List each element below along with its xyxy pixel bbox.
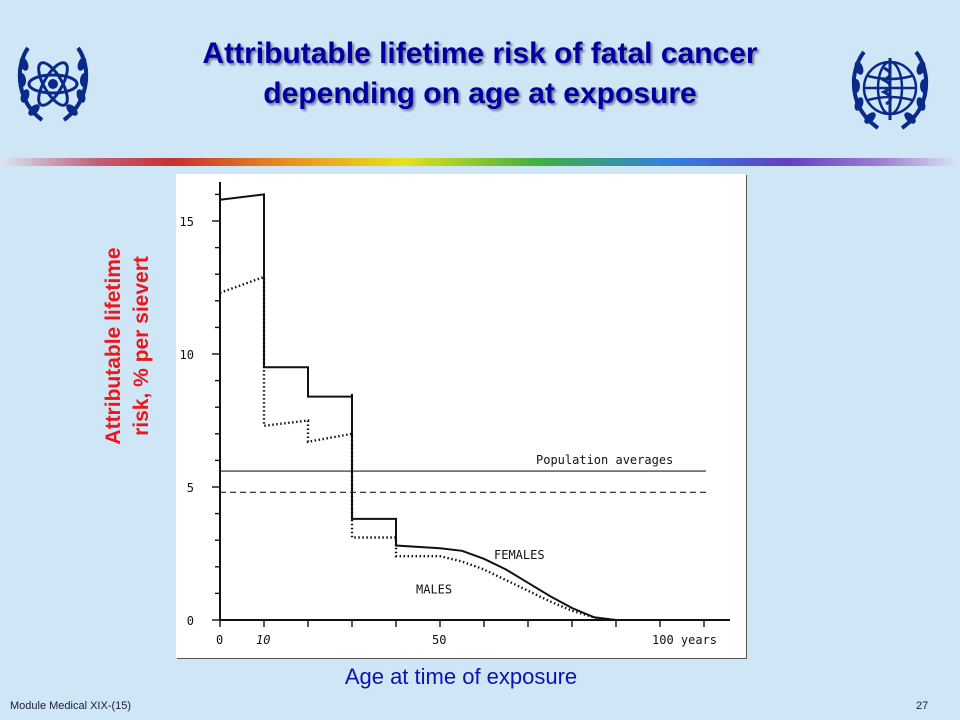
chart-frame: 0 5 10 15 0 10 50 100 years Population averages… <box>176 167 746 658</box>
x-axis-label: Age at time of exposure <box>344 664 578 689</box>
atom-wreath-icon <box>12 40 94 130</box>
footer-page-number: 27 <box>916 700 929 712</box>
y-tick-label: 0 <box>187 614 194 628</box>
series-line-males <box>219 275 608 622</box>
y-tick-label: 10 <box>180 348 194 362</box>
y-tick-label: 5 <box>187 481 194 495</box>
slide-title-line2: depending on age at exposure <box>263 77 697 110</box>
y-axis-label: Attributable lifetime risk, % per siever… <box>92 216 162 476</box>
slide-title-line1: Attributable lifetime risk of fatal canc… <box>202 37 758 70</box>
slide-header: Attributable lifetime risk of fatal canc… <box>0 0 960 158</box>
y-tick-label: 15 <box>180 215 194 229</box>
chart-series <box>219 193 704 622</box>
risk-chart: 0 5 10 15 0 10 50 100 years Population averages… <box>180 167 730 647</box>
annotation-females: FEMALES <box>494 548 545 562</box>
rainbow-divider <box>0 158 960 166</box>
chart-axes: 0 5 10 15 0 10 50 100 years <box>180 167 730 647</box>
x-tick-label: 0 <box>216 633 223 647</box>
chart-annotations: Population averages FEMALES MALES <box>416 453 673 596</box>
footer-module: Module Medical XIX-(15) <box>10 700 132 712</box>
reference-lines <box>220 470 706 493</box>
x-tick-label: 100 years <box>652 633 717 647</box>
y-axis-label-line2: risk, % per sievert <box>130 256 153 436</box>
y-axis-label-line1: Attributable lifetime <box>102 247 125 444</box>
x-tick-label: 50 <box>432 633 446 647</box>
x-tick-label: 10 <box>256 633 270 647</box>
series-line-females <box>219 193 704 621</box>
slide-title: Attributable lifetime risk of fatal canc… <box>130 34 830 114</box>
annotation-population-averages: Population averages <box>536 453 673 467</box>
globe-wreath-icon <box>846 44 934 136</box>
annotation-males: MALES <box>416 582 452 596</box>
